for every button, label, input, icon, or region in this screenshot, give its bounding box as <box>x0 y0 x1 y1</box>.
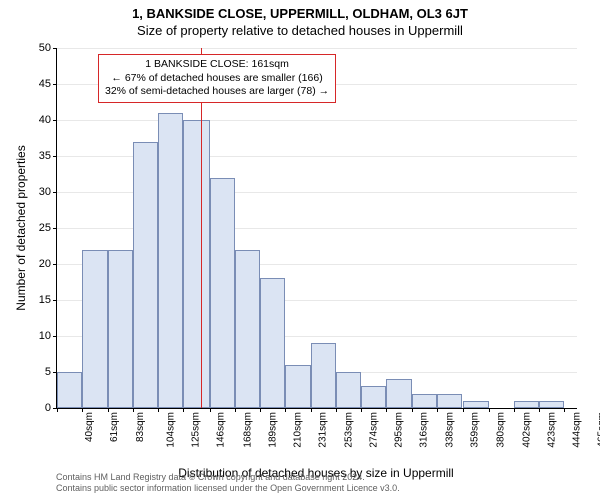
histogram-bar <box>260 278 285 408</box>
xtick-mark <box>108 408 109 412</box>
gridline <box>57 120 577 121</box>
xtick-mark <box>311 408 312 412</box>
footer-line2: Contains public sector information licen… <box>56 483 400 494</box>
histogram-bar <box>336 372 361 408</box>
ytick-mark <box>53 120 57 121</box>
xtick-label: 125sqm <box>191 412 202 448</box>
annotation-box: 1 BANKSIDE CLOSE: 161sqm ← 67% of detach… <box>98 54 336 103</box>
xtick-label: 210sqm <box>292 412 303 448</box>
xtick-label: 423sqm <box>546 412 557 448</box>
ytick-label: 5 <box>21 366 51 378</box>
xtick-mark <box>82 408 83 412</box>
footer-line1: Contains HM Land Registry data © Crown c… <box>56 472 400 483</box>
xtick-mark <box>361 408 362 412</box>
histogram-bar <box>311 343 336 408</box>
histogram-bar <box>235 250 260 408</box>
xtick-mark <box>412 408 413 412</box>
xtick-label: 253sqm <box>344 412 355 448</box>
xtick-label: 465sqm <box>596 412 600 448</box>
histogram-bar <box>437 394 462 408</box>
xtick-mark <box>336 408 337 412</box>
xtick-mark <box>539 408 540 412</box>
histogram-bar <box>57 372 82 408</box>
xtick-label: 61sqm <box>109 412 120 442</box>
chart-title-sub: Size of property relative to detached ho… <box>0 21 600 38</box>
xtick-mark <box>514 408 515 412</box>
xtick-mark <box>158 408 159 412</box>
histogram-bar <box>158 113 183 408</box>
xtick-label: 380sqm <box>495 412 506 448</box>
xtick-mark <box>463 408 464 412</box>
ytick-mark <box>53 84 57 85</box>
histogram-bar <box>183 120 209 408</box>
histogram-bar <box>285 365 311 408</box>
xtick-mark <box>183 408 184 412</box>
ytick-mark <box>53 264 57 265</box>
ytick-label: 45 <box>21 78 51 90</box>
chart-area: 0510152025303540455040sqm61sqm83sqm104sq… <box>56 48 576 408</box>
ytick-label: 50 <box>21 42 51 54</box>
xtick-label: 295sqm <box>394 412 405 448</box>
xtick-mark <box>285 408 286 412</box>
ytick-mark <box>53 48 57 49</box>
xtick-label: 83sqm <box>135 412 146 442</box>
ytick-mark <box>53 228 57 229</box>
histogram-bar <box>412 394 437 408</box>
histogram-bar <box>386 379 412 408</box>
xtick-label: 104sqm <box>166 412 177 448</box>
histogram-bar <box>133 142 158 408</box>
xtick-mark <box>57 408 58 412</box>
gridline <box>57 48 577 49</box>
annotation-line3: 32% of semi-detached houses are larger (… <box>105 85 329 99</box>
annotation-line1: 1 BANKSIDE CLOSE: 161sqm <box>105 58 329 72</box>
xtick-label: 274sqm <box>369 412 380 448</box>
ytick-label: 10 <box>21 330 51 342</box>
xtick-label: 402sqm <box>521 412 532 448</box>
ytick-mark <box>53 336 57 337</box>
xtick-label: 316sqm <box>419 412 430 448</box>
annotation-line2: ← 67% of detached houses are smaller (16… <box>105 72 329 86</box>
footer-attribution: Contains HM Land Registry data © Crown c… <box>56 472 400 495</box>
xtick-label: 338sqm <box>445 412 456 448</box>
xtick-label: 359sqm <box>470 412 481 448</box>
histogram-bar <box>108 250 133 408</box>
histogram-bar <box>361 386 386 408</box>
xtick-label: 168sqm <box>242 412 253 448</box>
xtick-mark <box>386 408 387 412</box>
xtick-label: 231sqm <box>317 412 328 448</box>
ytick-mark <box>53 192 57 193</box>
xtick-mark <box>235 408 236 412</box>
histogram-bar <box>539 401 564 408</box>
xtick-label: 444sqm <box>571 412 582 448</box>
xtick-mark <box>260 408 261 412</box>
y-axis-label: Number of detached properties <box>14 145 28 310</box>
xtick-mark <box>210 408 211 412</box>
ytick-label: 40 <box>21 114 51 126</box>
histogram-bar <box>463 401 489 408</box>
chart-container: 1, BANKSIDE CLOSE, UPPERMILL, OLDHAM, OL… <box>0 0 600 500</box>
xtick-mark <box>489 408 490 412</box>
ytick-label: 0 <box>21 402 51 414</box>
xtick-label: 146sqm <box>216 412 227 448</box>
ytick-mark <box>53 300 57 301</box>
ytick-mark <box>53 156 57 157</box>
xtick-mark <box>437 408 438 412</box>
histogram-bar <box>210 178 235 408</box>
histogram-bar <box>514 401 539 408</box>
xtick-mark <box>564 408 565 412</box>
xtick-label: 189sqm <box>267 412 278 448</box>
histogram-bar <box>82 250 108 408</box>
xtick-label: 40sqm <box>84 412 95 442</box>
xtick-mark <box>133 408 134 412</box>
chart-title-address: 1, BANKSIDE CLOSE, UPPERMILL, OLDHAM, OL… <box>0 0 600 21</box>
